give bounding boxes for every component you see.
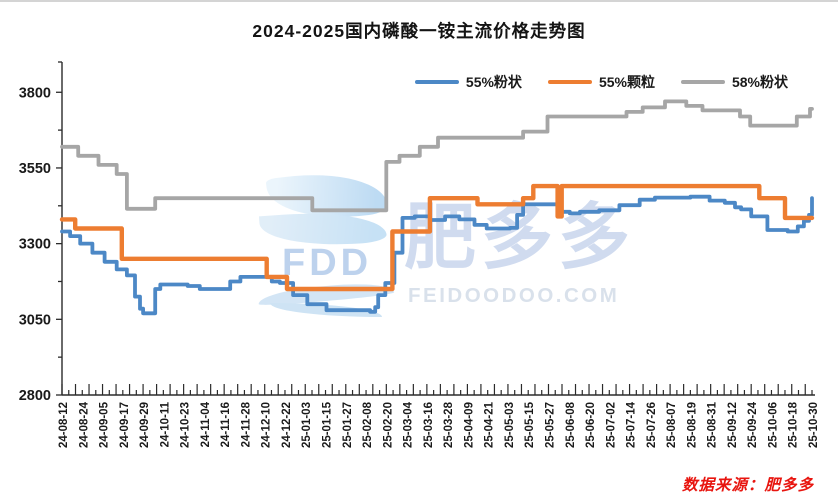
y-axis-tick-label: 3550 [19, 161, 51, 177]
legend-item-55-granular[interactable]: 55%颗粒 [547, 72, 655, 92]
legend-line-swatch-orange [547, 79, 592, 85]
legend-label: 58%粉状 [731, 74, 788, 90]
x-axis-tick-label: 25-01-15 [322, 401, 334, 448]
x-axis-tick-label: 24-09-29 [139, 402, 151, 448]
x-axis-tick-label: 25-08-19 [686, 402, 698, 448]
x-axis-tick-label: 25-08-07 [666, 402, 678, 448]
y-axis-tick-label: 2800 [19, 388, 51, 404]
x-axis-tick-label: 25-07-14 [626, 401, 638, 448]
legend-label: 55%粉状 [465, 74, 522, 90]
x-axis-tick-label: 24-09-05 [99, 401, 111, 448]
legend-label: 55%颗粒 [598, 74, 655, 90]
x-axis-tick-label: 25-02-20 [382, 402, 394, 448]
x-axis-tick-label: 25-02-08 [362, 401, 374, 448]
legend: 55%粉状 55%颗粒 58%粉状 [414, 72, 788, 92]
x-axis-tick-label: 25-04-21 [484, 401, 496, 448]
x-axis-tick-label: 25-03-04 [403, 401, 415, 448]
x-axis-tick-label: 25-01-27 [342, 402, 354, 448]
y-axis-tick-label: 3300 [19, 237, 51, 253]
legend-line-swatch-blue [414, 79, 459, 85]
x-axis-tick-label: 25-03-28 [443, 401, 455, 448]
axes [61, 62, 815, 396]
y-axis-tick-label: 3050 [19, 312, 51, 328]
x-axis-tick-label: 25-10-18 [788, 401, 800, 448]
data-source-note: 数据来源：肥多多 [681, 477, 814, 494]
x-axis-tick-label: 24-11-16 [220, 402, 232, 447]
legend-line-swatch-gray [680, 79, 725, 85]
x-axis-tick-label: 24-10-23 [180, 402, 192, 448]
x-axis-tick-label: 25-06-08 [565, 401, 577, 448]
x-axis-tick-label: 24-12-22 [281, 402, 293, 448]
x-axis-tick-label: 25-10-06 [767, 402, 779, 448]
x-axis-tick-label: 25-04-09 [463, 402, 475, 448]
x-axis-tick-label: 25-05-15 [524, 401, 536, 448]
x-axis-tick-label: 25-07-02 [605, 402, 617, 448]
x-axis-tick-label: 24-08-12 [58, 402, 70, 448]
x-axis-tick-label: 25-06-20 [585, 402, 597, 448]
x-axis-tick-label: 25-01-03 [301, 402, 313, 448]
x-axis-tick-label: 24-08-24 [78, 401, 90, 448]
page-title: 2024-2025国内磷酸一铵主流价格走势图 [252, 21, 586, 41]
series-line-55%粉状 [60, 194, 814, 316]
x-axis-tick-label: 25-08-31 [707, 401, 719, 448]
y-axis-tick-label: 3800 [19, 85, 51, 101]
x-axis-tick-label: 25-10-30 [808, 402, 820, 448]
x-axis-tick-label: 24-11-28 [240, 401, 252, 447]
y-axis-labels: 2800 3050 3300 3550 3800 [19, 85, 51, 404]
x-axis-tick-label: 25-05-03 [504, 402, 516, 448]
legend-item-55-powder[interactable]: 55%粉状 [414, 72, 522, 92]
x-axis-tick-label: 24-11-04 [200, 401, 212, 447]
series-line-55%颗粒 [59, 183, 815, 292]
x-axis-ticks [61, 384, 813, 395]
x-axis-tick-label: 25-03-16 [423, 402, 435, 448]
legend-item-58-powder[interactable]: 58%粉状 [680, 72, 788, 92]
x-axis-tick-label: 24-09-17 [119, 402, 131, 448]
x-axis-tick-label: 25-09-12 [727, 402, 739, 448]
x-axis-tick-label: 25-09-24 [747, 401, 759, 448]
y-axis-ticks [56, 61, 62, 396]
x-axis-tick-label: 25-05-27 [544, 402, 556, 448]
series-line-58%粉状 [60, 99, 814, 213]
x-axis-tick-label: 25-07-26 [646, 402, 658, 448]
x-axis-tick-label: 24-10-11 [159, 401, 171, 447]
x-axis-labels: 24-08-12 24-08-24 24-09-05 24-09-17 24-09-29… [58, 401, 820, 448]
x-axis-tick-label: 24-12-10 [261, 402, 273, 448]
